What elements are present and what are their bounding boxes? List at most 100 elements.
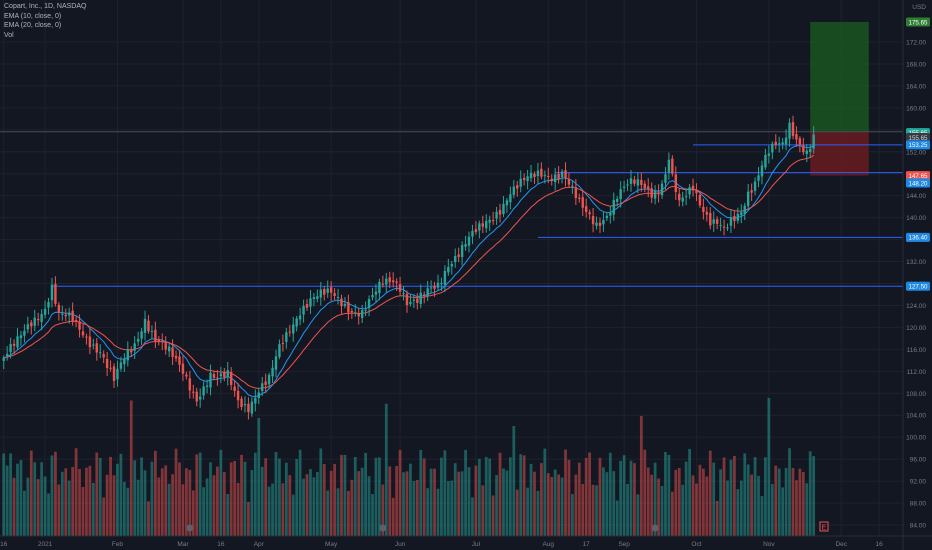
candle-body: [740, 212, 743, 216]
candle-body: [457, 254, 460, 257]
candle-body: [609, 213, 612, 216]
candle-body: [653, 190, 657, 199]
candle-body: [154, 329, 157, 342]
volume-bar: [147, 501, 150, 536]
volume-bar: [464, 449, 467, 536]
volume-bar: [150, 461, 154, 536]
candle-body: [202, 386, 205, 396]
time-tick-label: 16: [217, 541, 225, 548]
volume-bar: [243, 461, 247, 536]
volume-bar: [608, 452, 612, 536]
legend-symbol[interactable]: Copart, Inc., 1D, NASDAQ: [4, 3, 87, 10]
price-tag: [906, 140, 930, 150]
candle-body: [57, 304, 61, 313]
candle-body: [760, 165, 764, 177]
volume-bar: [812, 456, 816, 536]
volume-bar: [395, 466, 399, 536]
candle-body: [164, 343, 167, 350]
legend-ema20[interactable]: EMA (20, close, 0): [4, 22, 62, 29]
position-stop-zone: [810, 131, 869, 176]
volume-bar: [436, 488, 440, 536]
volume-bar: [660, 485, 664, 536]
volume-bar: [174, 448, 178, 536]
volume-bar: [405, 471, 409, 536]
price-tag: [906, 232, 930, 242]
volume-bar: [74, 448, 78, 536]
volume-bar: [584, 457, 588, 536]
candle-body: [161, 340, 164, 342]
volume-bar: [646, 467, 650, 536]
volume-bar: [374, 457, 378, 536]
candle-body: [150, 331, 154, 333]
volume-bar: [384, 403, 388, 536]
candle-body: [505, 200, 509, 206]
candle-body: [336, 297, 340, 299]
volume-bar: [536, 490, 540, 536]
candle-body: [726, 227, 729, 229]
volume-bar: [295, 458, 299, 536]
volume-bar: [519, 454, 523, 536]
price-tag-label: 153.25: [909, 142, 928, 149]
candle-body: [722, 226, 726, 228]
price-tick-label: 112.00: [907, 369, 927, 376]
volume-bar: [264, 458, 268, 536]
candle-body: [560, 171, 564, 178]
volume-bar: [795, 480, 798, 536]
candle-body: [447, 266, 450, 273]
volume-bar: [677, 468, 681, 536]
volume-bar: [571, 494, 574, 536]
volume-bar: [446, 481, 450, 536]
candle-body: [61, 313, 64, 315]
volume-bar: [688, 448, 691, 536]
candle-body: [536, 170, 540, 177]
candle-body: [126, 349, 130, 361]
volume-bar: [557, 474, 560, 536]
volume-bar: [116, 463, 119, 536]
candle-body: [674, 174, 678, 192]
price-tag-label: 147.65: [909, 173, 928, 180]
candle-body: [619, 189, 622, 200]
candle-body: [316, 296, 319, 300]
candle-body: [571, 185, 574, 187]
candle-body: [240, 398, 243, 408]
candle-body: [68, 312, 71, 316]
candle-body: [488, 219, 491, 223]
volume-bar: [29, 450, 33, 536]
volume-bar: [347, 491, 350, 536]
time-tick-label: 17: [583, 541, 591, 548]
legend-vol[interactable]: Vol: [4, 31, 14, 39]
candle-body: [136, 338, 140, 342]
volume-bar: [598, 457, 602, 536]
candle-body: [285, 332, 288, 342]
volume-bar: [402, 472, 405, 536]
price-tick-label: 168.00: [906, 61, 926, 68]
candle-body: [474, 229, 478, 233]
volume-bar: [502, 468, 505, 536]
volume-bar: [54, 451, 57, 536]
volume-bar: [729, 459, 733, 536]
candle-body: [374, 291, 378, 295]
volume-bar: [698, 464, 702, 536]
candle-body: [678, 193, 681, 201]
volume-bar: [240, 454, 243, 536]
candle-body: [802, 145, 805, 153]
candle-body: [567, 179, 571, 185]
volume-bar: [550, 476, 554, 536]
candle-body: [450, 263, 453, 267]
legend-ema10[interactable]: EMA (10, close, 0): [4, 12, 62, 20]
volume-bar: [105, 474, 109, 536]
volume-bar: [440, 457, 443, 536]
candle-body: [412, 299, 416, 301]
volume-bar: [322, 464, 326, 536]
volume-bar: [253, 452, 257, 536]
volume-bar: [16, 463, 19, 536]
candle-body: [398, 284, 402, 292]
candle-body: [529, 172, 533, 179]
candle-body: [416, 298, 419, 303]
candle-body: [50, 284, 54, 301]
candle-body: [295, 318, 298, 327]
candle-body: [30, 322, 33, 327]
volume-bar: [371, 494, 374, 536]
candle-body: [584, 206, 588, 213]
